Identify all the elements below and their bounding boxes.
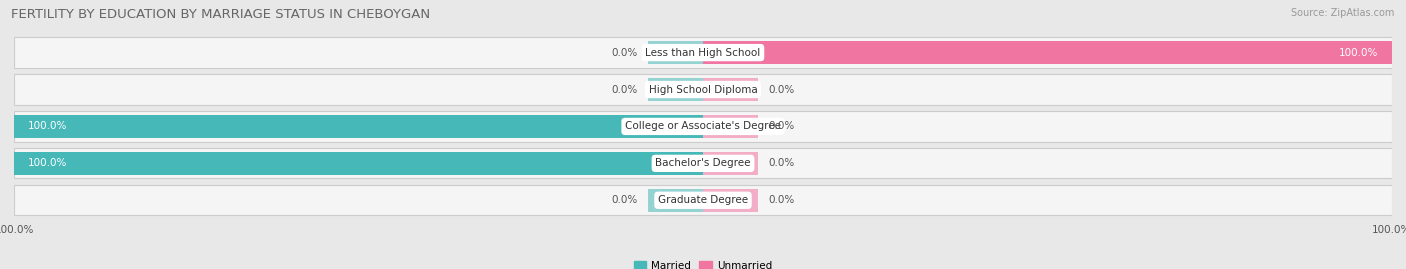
Text: 0.0%: 0.0% xyxy=(612,48,637,58)
Text: FERTILITY BY EDUCATION BY MARRIAGE STATUS IN CHEBOYGAN: FERTILITY BY EDUCATION BY MARRIAGE STATU… xyxy=(11,8,430,21)
Text: 0.0%: 0.0% xyxy=(769,158,794,168)
Bar xyxy=(14,74,1392,105)
Text: College or Associate's Degree: College or Associate's Degree xyxy=(626,121,780,132)
Bar xyxy=(14,115,703,138)
Bar xyxy=(703,115,758,138)
Text: 0.0%: 0.0% xyxy=(769,84,794,94)
Text: Bachelor's Degree: Bachelor's Degree xyxy=(655,158,751,168)
Bar xyxy=(14,148,1392,179)
Text: 0.0%: 0.0% xyxy=(612,195,637,205)
Text: 0.0%: 0.0% xyxy=(769,121,794,132)
Bar xyxy=(14,111,1392,141)
Bar xyxy=(648,78,703,101)
Text: 0.0%: 0.0% xyxy=(612,84,637,94)
Bar xyxy=(14,37,1392,68)
Bar xyxy=(648,189,703,212)
Text: 100.0%: 100.0% xyxy=(28,158,67,168)
Text: 100.0%: 100.0% xyxy=(28,121,67,132)
Bar xyxy=(703,41,1392,64)
Bar xyxy=(703,78,758,101)
Text: Source: ZipAtlas.com: Source: ZipAtlas.com xyxy=(1291,8,1395,18)
Legend: Married, Unmarried: Married, Unmarried xyxy=(630,257,776,269)
Text: 0.0%: 0.0% xyxy=(769,195,794,205)
Text: 100.0%: 100.0% xyxy=(1339,48,1378,58)
Bar xyxy=(703,189,758,212)
Bar xyxy=(14,152,703,175)
Bar xyxy=(14,185,1392,215)
Bar xyxy=(703,152,758,175)
Text: Less than High School: Less than High School xyxy=(645,48,761,58)
Bar xyxy=(648,41,703,64)
Text: Graduate Degree: Graduate Degree xyxy=(658,195,748,205)
Text: High School Diploma: High School Diploma xyxy=(648,84,758,94)
